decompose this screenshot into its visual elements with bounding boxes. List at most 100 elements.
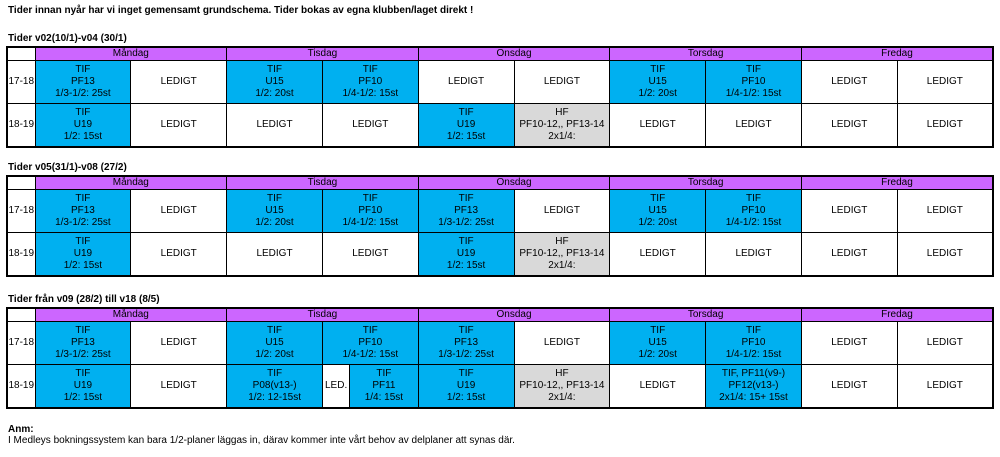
day-header: Fredag xyxy=(800,307,994,322)
cell-line: 2x1/4: xyxy=(548,131,576,142)
cell-line: U19 xyxy=(456,380,476,391)
cell-line: LEDIGT xyxy=(926,205,963,216)
cell-line: LEDIGT xyxy=(831,119,868,130)
cell-line: U15 xyxy=(265,205,284,216)
booking-cell: TIF U19 1/2: 15st xyxy=(417,232,515,277)
free-slot: LEDIGT xyxy=(609,364,707,409)
booking-cell: TIF U15 1/2: 20st xyxy=(226,321,323,365)
cell-line: 1/2: 20st xyxy=(255,88,294,99)
cell-line: PF10-12,, PF13-14 xyxy=(519,380,605,391)
cell-line: 1/2: 15st xyxy=(446,260,486,271)
cell-line: LEDIGT xyxy=(735,119,772,130)
free-slot: LEDIGT xyxy=(321,103,419,148)
cell-line: 1/2: 20st xyxy=(638,349,677,360)
booking-cell: TIF U19 1/2: 15st xyxy=(417,103,515,148)
cell-line: TIF xyxy=(75,107,91,118)
cell-line: LEDIGT xyxy=(160,119,197,130)
cell-line: U19 xyxy=(456,248,476,259)
cell-line: LEDIGT xyxy=(831,380,868,391)
cell-line: PF10 xyxy=(358,337,383,348)
schedule-table: Måndag Tisdag Onsdag Torsdag Fredag 17-18 TIF P… xyxy=(6,46,994,148)
cell-line: TIF xyxy=(362,193,378,204)
cell-line: U15 xyxy=(648,205,667,216)
day-header: Torsdag xyxy=(609,307,802,322)
cell-line: 1/2: 15st xyxy=(63,131,103,142)
free-slot: LEDIGT xyxy=(896,232,994,277)
cell-line: U15 xyxy=(648,76,667,87)
booking-cell: TIF, PF11(v9-) PF12(v13-) 2x1/4: 15+ 15st xyxy=(705,364,802,409)
cell-line: U19 xyxy=(73,380,93,391)
header-blank xyxy=(6,175,36,190)
booking-cell: TIF PF13 1/3-1/2: 25st xyxy=(417,321,515,365)
cell-line: LEDIGT xyxy=(160,337,197,348)
cell-line: U19 xyxy=(456,119,476,130)
booking-cell: HF PF10-12,, PF13-14 2x1/4: xyxy=(513,103,611,148)
cell-line: 1/3-1/2: 25st xyxy=(55,88,111,99)
cell-line: LEDIGT xyxy=(639,248,676,259)
cell-line: 1/3-1/2: 25st xyxy=(55,217,111,228)
cell-line: LEDIGT xyxy=(543,76,580,87)
time-label: 17-18 xyxy=(6,60,36,104)
cell-line: LEDIGT xyxy=(256,119,293,130)
cell-line: LEDIGT xyxy=(160,205,197,216)
cell-line: TIF xyxy=(75,193,91,204)
time-label: 17-18 xyxy=(6,189,36,233)
schedule-table: Måndag Tisdag Onsdag Torsdag Fredag 17-18 TIF P… xyxy=(6,307,994,409)
day-header: Torsdag xyxy=(609,46,802,61)
free-slot: LEDIGT xyxy=(609,232,707,277)
booking-cell: TIF PF10 1/4-1/2: 15st xyxy=(321,321,419,365)
cell-line: 1/2: 20st xyxy=(638,217,677,228)
cell-line: TIF xyxy=(650,193,666,204)
cell-line: PF10 xyxy=(741,205,766,216)
section-title: Tider v02(10/1)-v04 (30/1) xyxy=(8,33,127,44)
booking-cell: TIF U15 1/2: 20st xyxy=(609,321,707,365)
day-header: Onsdag xyxy=(417,46,611,61)
booking-cell: TIF U19 1/2: 15st xyxy=(417,364,515,409)
free-slot: LEDIGT xyxy=(800,60,898,104)
cell-line: LEDIGT xyxy=(926,119,963,130)
cell-line: 2x1/4: 15+ 15st xyxy=(719,392,788,403)
cell-line: TIF xyxy=(267,368,283,379)
cell-line: U19 xyxy=(73,248,93,259)
cell-line: U15 xyxy=(265,76,284,87)
cell-line: U15 xyxy=(648,337,667,348)
note-text: I Medleys bokningssystem kan bara 1/2-pl… xyxy=(8,435,515,446)
booking-cell: TIF PF13 1/3-1/2: 25st xyxy=(417,189,515,233)
booking-cell: TIF U19 1/2: 15st xyxy=(34,232,132,277)
day-header: Tisdag xyxy=(226,46,419,61)
cell-line: PF13 xyxy=(70,337,95,348)
booking-cell: TIF U19 1/2: 15st xyxy=(34,103,132,148)
cell-line: TIF xyxy=(75,236,91,247)
cell-line: 1/2: 15st xyxy=(63,392,103,403)
day-header: Måndag xyxy=(34,175,228,190)
booking-cell: TIF PF13 1/3-1/2: 25st xyxy=(34,189,132,233)
free-slot: LEDIGT xyxy=(130,60,228,104)
free-slot: LEDIGT xyxy=(896,364,994,409)
free-slot: LEDIGT xyxy=(513,189,611,233)
cell-line: TIF xyxy=(75,64,91,75)
note-label: Anm: xyxy=(8,424,34,435)
time-label: 18-19 xyxy=(6,364,36,409)
cell-line: 2x1/4: xyxy=(548,392,576,403)
header-blank xyxy=(6,46,36,61)
cell-line: 1/3-1/2: 25st xyxy=(438,217,494,228)
day-header: Tisdag xyxy=(226,175,419,190)
cell-line: TIF xyxy=(650,64,666,75)
booking-cell: TIF PF10 1/4-1/2: 15st xyxy=(705,60,802,104)
cell-line: HF xyxy=(555,107,569,118)
day-header: Torsdag xyxy=(609,175,802,190)
cell-line: LEDIGT xyxy=(160,76,197,87)
cell-line: U19 xyxy=(73,119,93,130)
free-slot: LEDIGT xyxy=(705,103,802,148)
free-slot: LEDIGT xyxy=(896,321,994,365)
booking-cell: TIF U15 1/2: 20st xyxy=(609,189,707,233)
cell-line: PF10 xyxy=(741,76,766,87)
cell-line: TIF xyxy=(746,64,761,75)
cell-line: LEDIGT xyxy=(352,248,389,259)
booking-cell: HF PF10-12,, PF13-14 2x1/4: xyxy=(513,232,611,277)
cell-line: 1/2: 20st xyxy=(255,349,294,360)
cell-line: LEDIGT xyxy=(448,76,485,87)
booking-cell: TIF U19 1/2: 15st xyxy=(34,364,132,409)
cell-line: PF10 xyxy=(358,205,383,216)
cell-line: 1/4: 15st xyxy=(364,392,404,403)
